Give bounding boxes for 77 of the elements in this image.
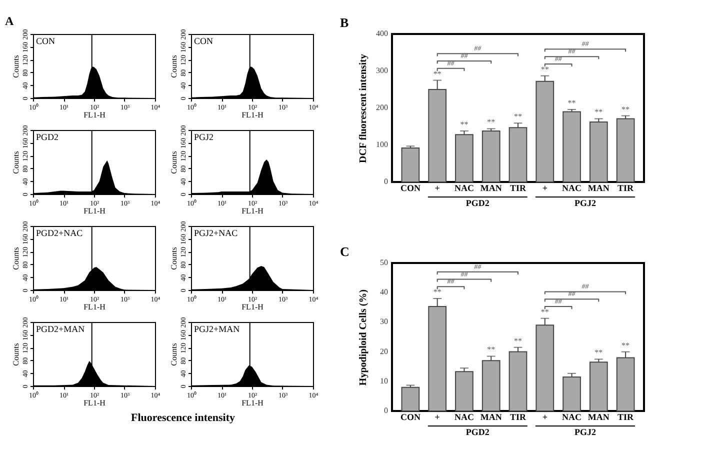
- x-tick-label: MAN: [480, 183, 502, 193]
- x-tick-label: MAN: [588, 412, 610, 422]
- text: PGJ2: [574, 198, 596, 208]
- chart-title: PGJ2+MAN: [194, 324, 240, 334]
- x-tick-label: +: [434, 412, 440, 422]
- text: B: [340, 15, 349, 30]
- y-tick-label: 400: [376, 29, 388, 38]
- text: PGD2: [466, 427, 490, 437]
- x-axis-title: FL1-H: [84, 110, 106, 120]
- x-tick-label: TIR: [618, 183, 634, 193]
- x-axis-title: FL1-H: [242, 398, 264, 408]
- x-tick-label: TIR: [510, 183, 526, 193]
- data-label: **: [622, 340, 630, 350]
- y-axis-title: Counts: [170, 247, 178, 270]
- y-tick-label: 20: [380, 346, 388, 356]
- data-label: **: [540, 64, 549, 74]
- chart-title: PGJ2: [194, 132, 214, 142]
- chart-title: PGJ2+NAC: [194, 228, 238, 238]
- text: Fluorescence intensity: [131, 412, 236, 424]
- chart-title: CON: [36, 36, 56, 46]
- y-tick-label: 30: [380, 317, 388, 326]
- x-tick-label: NAC: [454, 183, 474, 193]
- y-tick-label: 0: [384, 406, 388, 415]
- y-axis-title: Counts: [170, 151, 178, 174]
- y-axis-title: Counts: [170, 343, 178, 366]
- data-label: **: [594, 108, 603, 117]
- x-axis-title: FL1-H: [242, 206, 264, 216]
- y-tick-label: 0: [384, 177, 388, 186]
- data-label: **: [487, 345, 496, 354]
- x-tick-label: TIR: [618, 412, 634, 422]
- x-axis-title: FL1-H: [84, 206, 106, 216]
- data-label: **: [594, 348, 603, 358]
- chart-title: PGD2: [36, 132, 59, 142]
- y-tick-label: 40: [380, 288, 388, 297]
- data-label: **: [433, 69, 442, 78]
- x-tick-label: CON: [400, 183, 421, 193]
- y-tick-label: 300: [376, 66, 388, 75]
- chart-title: CON: [194, 36, 214, 46]
- x-axis-title: FL1-H: [242, 110, 264, 120]
- y-tick-label: 10: [380, 376, 388, 386]
- x-tick-label: +: [434, 183, 440, 193]
- y-axis-title: Hypodiploid Cells (%): [358, 289, 369, 386]
- data-label: **: [460, 120, 468, 129]
- data-label: **: [433, 288, 442, 297]
- x-tick-label: NAC: [562, 183, 582, 193]
- x-tick-label: MAN: [588, 183, 610, 193]
- data-label: **: [540, 307, 549, 316]
- y-axis-title: Counts: [170, 55, 178, 78]
- data-label: **: [514, 112, 522, 122]
- x-tick-label: +: [542, 183, 548, 193]
- text: C: [340, 244, 350, 259]
- y-axis-title: DCF fluorescent intensity: [358, 54, 369, 163]
- text: PGJ2: [574, 427, 596, 437]
- y-tick-label: 100: [376, 140, 388, 149]
- x-tick-label: MAN: [480, 412, 502, 422]
- chart-title: PGD2+MAN: [36, 324, 86, 334]
- x-axis-title: FL1-H: [84, 302, 106, 312]
- y-axis-title: Counts: [12, 151, 20, 174]
- y-tick-label: 200: [376, 103, 388, 112]
- x-tick-label: NAC: [454, 412, 474, 422]
- x-tick-label: NAC: [562, 412, 582, 422]
- data-label: **: [514, 336, 522, 346]
- x-axis-title: FL1-H: [84, 398, 106, 408]
- x-tick-label: +: [542, 412, 548, 422]
- data-label: **: [487, 118, 496, 127]
- x-tick-label: TIR: [510, 412, 526, 422]
- x-tick-label: CON: [400, 412, 421, 422]
- y-axis-title: Counts: [12, 343, 20, 366]
- y-axis-title: Counts: [12, 55, 20, 78]
- x-axis-title: FL1-H: [242, 302, 264, 312]
- text: A: [5, 14, 14, 28]
- data-label: **: [622, 104, 630, 114]
- chart-title: PGD2+NAC: [36, 228, 83, 238]
- y-tick-label: 50: [380, 258, 388, 267]
- text: PGD2: [466, 198, 490, 208]
- data-label: **: [568, 98, 576, 108]
- y-axis-title: Counts: [12, 247, 20, 270]
